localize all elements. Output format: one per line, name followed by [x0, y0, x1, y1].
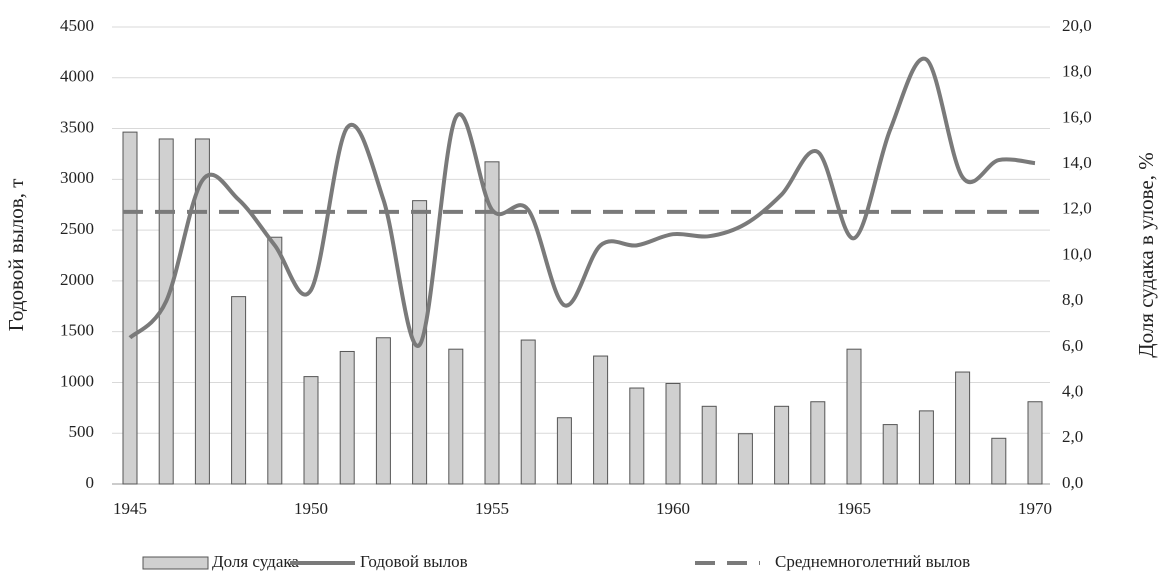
- bar: [448, 348, 464, 485]
- bar: [556, 417, 572, 485]
- y-tick-label: 3500: [60, 117, 94, 136]
- y-tick-label: 0: [86, 473, 95, 492]
- bar: [1027, 401, 1043, 485]
- y-tick-label: 1500: [60, 321, 94, 340]
- y2-tick-label: 16,0: [1062, 107, 1092, 126]
- y2-tick-label: 10,0: [1062, 244, 1092, 263]
- x-tick-label: 1965: [837, 499, 871, 518]
- legend-swatch: [142, 556, 209, 570]
- bar: [194, 138, 210, 485]
- catch-line: [128, 56, 1036, 348]
- bar: [484, 161, 500, 485]
- bar: [629, 387, 645, 485]
- bar: [520, 339, 536, 485]
- bar: [375, 337, 391, 485]
- y-tick-label: 500: [69, 422, 95, 441]
- y-tick-label: 4500: [60, 16, 94, 35]
- legend-label: Среднемноголетний вылов: [775, 552, 970, 571]
- x-tick-label: 1955: [475, 499, 509, 518]
- y2-tick-label: 8,0: [1062, 290, 1083, 309]
- y2-axis-title: Доля судака в улове, %: [1134, 152, 1158, 357]
- y2-tick-label: 2,0: [1062, 427, 1083, 446]
- bar: [665, 382, 681, 485]
- x-tick-label: 1960: [656, 499, 690, 518]
- y2-tick-label: 12,0: [1062, 199, 1092, 218]
- y-tick-label: 1000: [60, 371, 94, 390]
- y2-tick-label: 4,0: [1062, 382, 1083, 401]
- bar: [918, 410, 934, 485]
- y-tick-label: 2000: [60, 270, 94, 289]
- bar: [231, 296, 247, 485]
- bar: [882, 424, 898, 485]
- y2-tick-label: 6,0: [1062, 336, 1083, 355]
- x-tick-label: 1950: [294, 499, 328, 518]
- y2-tick-label: 14,0: [1062, 153, 1092, 172]
- y2-tick-label: 20,0: [1062, 16, 1092, 35]
- legend-label: Годовой вылов: [360, 552, 468, 571]
- bar: [593, 355, 609, 485]
- bar: [991, 437, 1007, 485]
- bar: [810, 401, 826, 485]
- bar: [846, 348, 862, 485]
- y2-tick-label: 0,0: [1062, 473, 1083, 492]
- y2-tick-label: 18,0: [1062, 62, 1092, 81]
- bar: [737, 433, 753, 485]
- bar: [122, 131, 138, 485]
- y-tick-label: 3000: [60, 168, 94, 187]
- bar: [267, 236, 283, 485]
- bar: [701, 405, 717, 485]
- bar: [774, 405, 790, 485]
- x-tick-label: 1970: [1018, 499, 1052, 518]
- y-tick-label: 2500: [60, 219, 94, 238]
- y-tick-label: 4000: [60, 67, 94, 86]
- bar: [955, 371, 971, 485]
- bar: [303, 376, 319, 485]
- bar: [339, 350, 355, 485]
- y-axis-title: Годовой вылов, т: [4, 179, 28, 332]
- x-tick-label: 1945: [113, 499, 147, 518]
- legend-label: Доля судака: [212, 552, 299, 571]
